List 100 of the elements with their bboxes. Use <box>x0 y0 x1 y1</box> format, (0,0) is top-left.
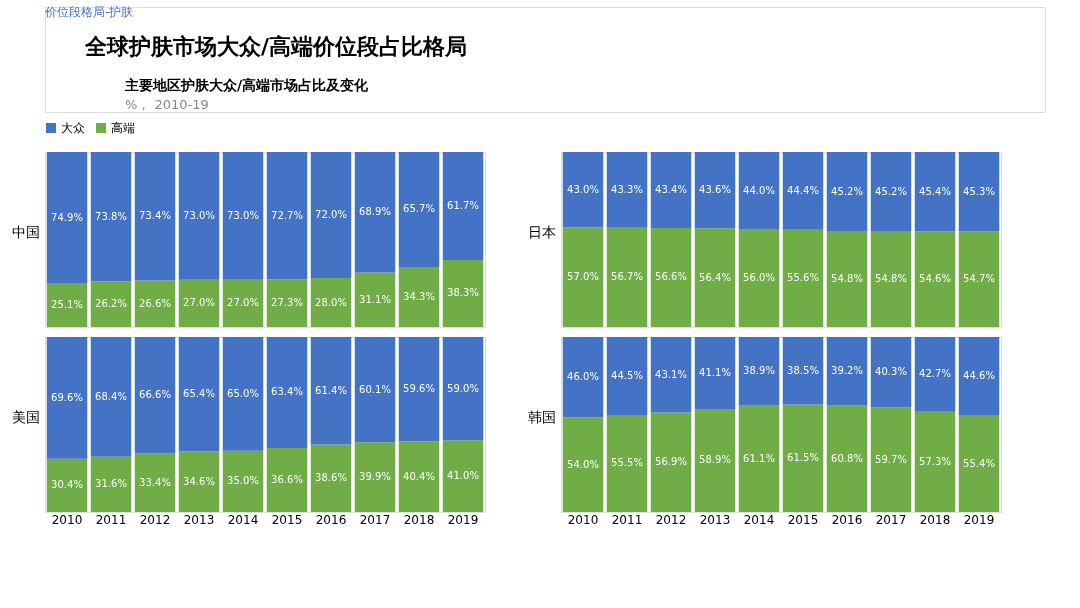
bar <box>694 337 736 409</box>
bar <box>266 152 308 280</box>
bar <box>738 337 780 406</box>
data-label: 56.0% <box>743 272 775 283</box>
data-label: 55.5% <box>611 457 643 469</box>
data-label: 65.4% <box>183 388 215 400</box>
bar <box>650 227 692 327</box>
data-label: 38.9% <box>743 365 775 377</box>
data-label: 61.1% <box>743 452 775 464</box>
x-tick-label: 2013 <box>183 512 215 527</box>
bar <box>826 152 868 232</box>
data-label: 68.4% <box>95 390 127 402</box>
bar <box>178 279 220 327</box>
bar <box>914 337 956 412</box>
data-label: 45.2% <box>875 185 907 197</box>
bar <box>266 447 308 512</box>
data-label: 73.0% <box>227 209 259 221</box>
x-tick-label: 2017 <box>875 512 907 527</box>
bar <box>134 337 176 454</box>
bar <box>782 152 824 230</box>
bar <box>134 280 176 327</box>
bar <box>606 337 648 415</box>
data-label: 43.1% <box>655 368 687 380</box>
data-label: 54.8% <box>875 273 907 285</box>
bar <box>562 337 604 418</box>
bar <box>266 337 308 448</box>
bar <box>562 152 604 228</box>
bar <box>826 231 868 327</box>
data-label: 56.7% <box>611 271 643 283</box>
x-tick-label: 2011 <box>611 512 643 527</box>
bar <box>310 337 352 445</box>
bar <box>90 456 132 512</box>
x-tick-label: 2014 <box>743 512 775 527</box>
data-label: 27.3% <box>271 297 303 309</box>
bar <box>826 337 868 406</box>
bar <box>354 442 396 512</box>
bar <box>134 453 176 512</box>
bar <box>310 152 352 278</box>
bar <box>870 231 912 327</box>
data-label: 68.9% <box>359 206 391 218</box>
data-label: 27.0% <box>227 297 259 309</box>
data-label: 43.6% <box>699 184 731 196</box>
data-label: 34.3% <box>403 290 435 302</box>
y-axis-title: 日本 <box>527 224 556 240</box>
bar <box>46 152 88 284</box>
data-label: 31.1% <box>359 293 391 305</box>
bar <box>442 440 484 512</box>
data-label: 73.4% <box>139 210 171 222</box>
data-label: 25.1% <box>51 299 83 311</box>
data-label: 41.0% <box>447 470 479 482</box>
data-label: 26.2% <box>95 298 127 310</box>
data-label: 26.6% <box>139 297 171 309</box>
bar <box>870 152 912 232</box>
data-label: 38.5% <box>787 364 819 376</box>
data-label: 56.4% <box>699 271 731 283</box>
data-label: 45.3% <box>963 185 995 197</box>
bar <box>914 152 956 232</box>
x-tick-label: 2014 <box>227 512 259 527</box>
bar <box>738 152 780 229</box>
bar <box>46 337 88 459</box>
x-tick-label: 2017 <box>359 512 391 527</box>
bar <box>354 337 396 443</box>
data-label: 57.3% <box>919 455 951 467</box>
bar <box>958 337 1000 416</box>
bar <box>606 414 648 512</box>
data-label: 55.6% <box>787 272 819 284</box>
chart-subtitle: 主要地区护肤大众/高端市场占比及变化 <box>124 77 370 93</box>
data-label: 54.6% <box>919 273 951 285</box>
data-label: 59.0% <box>447 382 479 394</box>
data-label: 30.4% <box>51 479 83 491</box>
bar <box>46 458 88 512</box>
x-tick-label: 2016 <box>315 512 347 527</box>
bar <box>562 417 604 512</box>
x-tick-label: 2011 <box>95 512 127 527</box>
data-label: 74.9% <box>51 211 83 223</box>
bar <box>90 337 132 457</box>
data-label: 56.6% <box>655 271 687 283</box>
data-label: 72.0% <box>315 209 347 220</box>
bar <box>958 231 1000 327</box>
data-label: 60.8% <box>831 452 863 464</box>
data-label: 38.3% <box>447 287 479 299</box>
bar <box>606 152 648 228</box>
bar <box>694 228 736 327</box>
data-label: 44.6% <box>963 370 995 382</box>
x-tick-label: 2010 <box>51 512 83 527</box>
bar <box>222 337 264 451</box>
bar <box>222 450 264 512</box>
text: %， 2010-19 <box>125 97 209 112</box>
bar <box>650 337 692 413</box>
bar <box>870 337 912 408</box>
data-label: 55.4% <box>963 457 995 469</box>
y-axis-title: 中国 <box>11 224 40 240</box>
data-label: 59.6% <box>403 383 435 395</box>
bar <box>606 227 648 327</box>
bar <box>782 337 824 405</box>
y-axis-title: 美国 <box>11 409 40 425</box>
bar <box>398 266 440 327</box>
bar <box>222 152 264 280</box>
data-label: 45.2% <box>831 185 863 197</box>
bar <box>738 229 780 327</box>
